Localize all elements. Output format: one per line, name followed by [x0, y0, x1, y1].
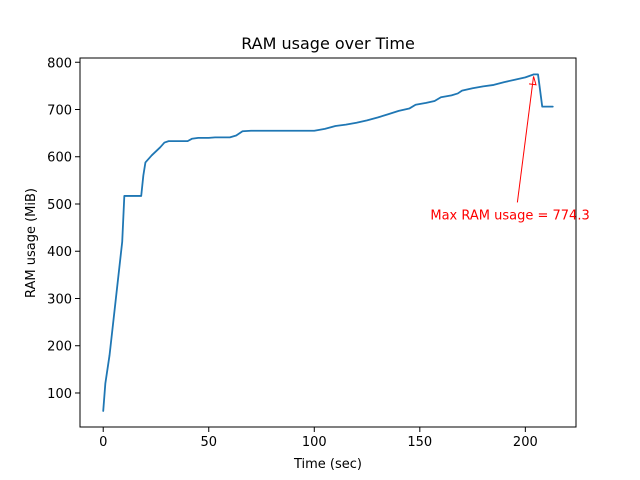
annotation-text: Max RAM usage = 774.3	[430, 208, 589, 223]
y-tick-label: 200	[47, 340, 72, 355]
y-axis-title: RAM usage (MiB)	[24, 188, 39, 298]
y-tick-label: 600	[47, 151, 72, 166]
x-tick-label: 50	[200, 435, 217, 450]
axes-frame	[79, 57, 577, 428]
y-tick-label: 800	[47, 56, 72, 71]
plot-area: Max RAM usage = 774.3 0 50 100 150 200 100 20…	[47, 56, 590, 450]
y-tick-label: 700	[47, 103, 72, 118]
x-axis-title: Time (sec)	[293, 457, 362, 472]
y-tick-label: 400	[47, 245, 72, 260]
chart-title: RAM usage over Time	[241, 34, 415, 53]
series-layer	[102, 73, 554, 412]
y-tick-label: 500	[47, 198, 72, 213]
annotation-layer: Max RAM usage = 774.3	[430, 76, 590, 223]
x-axis-ticks: 0 50 100 150 200	[99, 427, 538, 450]
series-line	[102, 73, 554, 412]
x-tick-label: 0	[99, 435, 107, 450]
annotation-arrow-line	[516, 76, 535, 203]
x-tick-label: 150	[407, 435, 432, 450]
x-tick-label: 200	[513, 435, 538, 450]
x-tick-label: 100	[302, 435, 327, 450]
y-tick-label: 100	[47, 387, 72, 402]
annotation-arrow-head	[528, 76, 537, 86]
y-tick-label: 300	[47, 292, 72, 307]
y-axis-ticks: 100 200 300 400 500 600 700 800	[47, 56, 80, 402]
